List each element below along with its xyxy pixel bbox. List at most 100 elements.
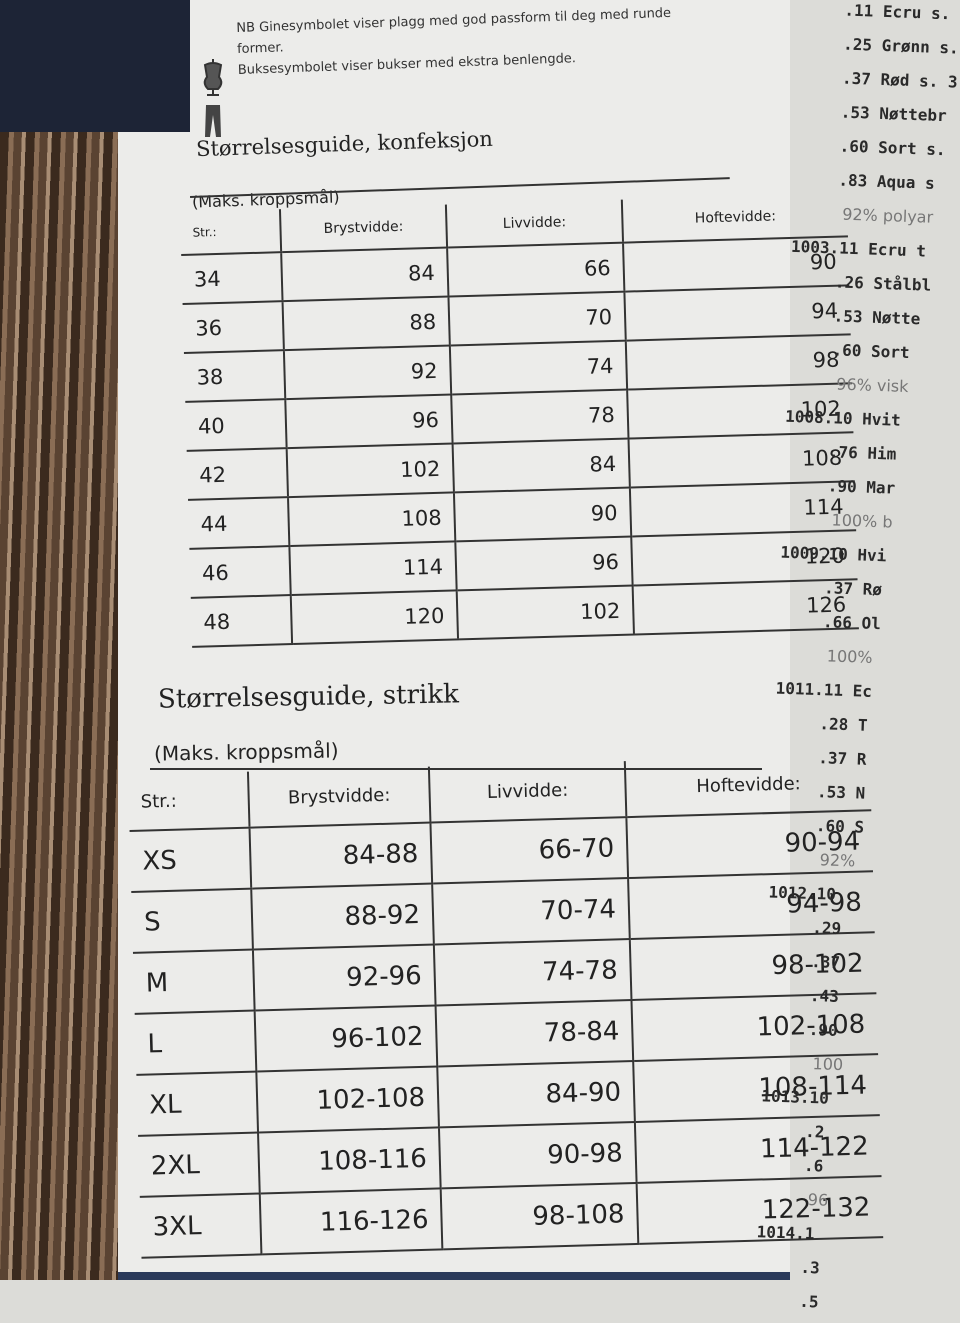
price-line: .29 <box>812 918 842 939</box>
price-line: 1011.11 Ec <box>775 678 873 701</box>
cell: 90 <box>453 487 632 542</box>
cell: XS <box>129 827 252 892</box>
price-line: .25 Grønn s. <box>842 34 959 58</box>
cell: 98-108 <box>440 1182 639 1250</box>
cell: 114 <box>289 541 457 596</box>
cell: 102 <box>456 585 634 640</box>
icons <box>203 59 223 137</box>
cell: 116-126 <box>259 1188 443 1255</box>
rule <box>150 768 762 770</box>
cell: 42 <box>186 448 289 500</box>
cell: 36 <box>182 301 284 353</box>
header-cell: Livvidde: <box>445 199 624 248</box>
cell: 70-74 <box>432 878 630 945</box>
cell: 78-84 <box>435 1000 634 1067</box>
price-line: .53 Nøtte <box>833 306 921 329</box>
price-line: .37 R <box>817 748 867 769</box>
price-line: 96% visk <box>836 374 909 397</box>
cell: 2XL <box>138 1132 260 1197</box>
cell: 96-102 <box>254 1005 438 1072</box>
price-line: 92% polyar <box>841 204 934 227</box>
cell: 78 <box>451 389 629 444</box>
price-line: .83 Aqua s <box>838 170 936 193</box>
cell: 3XL <box>139 1193 262 1258</box>
price-line: .26 Stålbl <box>834 272 932 295</box>
price-line: 100% b <box>831 510 893 532</box>
cell: 84-90 <box>437 1061 635 1128</box>
price-line: .2 <box>804 1121 825 1142</box>
price-line: .66 Ol <box>822 612 882 634</box>
price-line: 1012.10 <box>768 882 837 904</box>
page <box>118 0 790 1280</box>
cell: 38 <box>183 350 286 402</box>
price-line: .37 Rø <box>823 578 883 600</box>
price-line: .37 <box>810 951 841 972</box>
price-line: 100 <box>812 1054 844 1075</box>
price-line: 96 <box>807 1190 829 1210</box>
cell: S <box>131 888 253 953</box>
price-line: .37 Rød s. 3 <box>841 68 958 92</box>
table-title: Størrelsesguide, strikk <box>157 679 460 715</box>
cell: 40 <box>185 399 287 451</box>
table-subtitle: (Maks. kroppsmål) <box>153 738 339 766</box>
price-line: .5 <box>798 1291 819 1312</box>
price-line: .60 S <box>815 816 865 837</box>
cell: 90-98 <box>438 1121 637 1189</box>
header-cell: Brystvidde: <box>247 766 431 828</box>
cell: 96 <box>455 536 633 591</box>
cell: 102 <box>286 443 454 498</box>
price-line: .6 <box>803 1155 824 1176</box>
cell: 88 <box>282 296 450 351</box>
cell: 84 <box>281 247 449 302</box>
price-line: 1009.10 Hvi <box>780 542 887 566</box>
header-cell: Str.: <box>128 771 250 831</box>
price-line: 1003.11 Ecru t <box>790 236 927 261</box>
price-line: .43 <box>809 985 840 1006</box>
price-line: .60 Sort <box>832 340 910 363</box>
cell: 48 <box>190 595 293 647</box>
cell: M <box>132 949 255 1014</box>
cell: 84 <box>452 438 630 493</box>
price-line: 1014.1 <box>756 1222 815 1244</box>
price-line: 100% <box>826 646 873 667</box>
price-line: 1008.10 Hvit <box>784 406 902 430</box>
cell: 108-116 <box>258 1127 441 1194</box>
photo <box>0 130 118 1280</box>
price-line: .28 T <box>819 714 868 735</box>
header-cell: Livvidde: <box>428 761 627 823</box>
navy-block <box>0 0 190 132</box>
header-cell: Str.: <box>180 209 282 255</box>
price-line: .90 Mar <box>827 476 896 498</box>
price-line: .53 N <box>816 782 866 803</box>
cell: 102-108 <box>256 1066 439 1133</box>
price-line: .76 Him <box>828 442 897 464</box>
size-table: Str.: Brystvidde: Livvidde: Hoftevidde: 34 84… <box>180 193 859 647</box>
cell: 88-92 <box>251 883 434 950</box>
cell: XL <box>136 1071 259 1136</box>
price-line: 1013.10 <box>761 1086 830 1108</box>
cell: 66 <box>447 242 625 297</box>
cell: 96 <box>285 394 453 449</box>
cell: 34 <box>181 252 283 304</box>
bottom-band <box>118 1272 790 1280</box>
price-line: .90 <box>808 1019 839 1040</box>
header-cell: Brystvidde: <box>279 204 448 253</box>
cell: 74 <box>449 340 628 395</box>
trousers-icon <box>205 105 221 137</box>
cell: 84-88 <box>249 822 433 889</box>
cell: 120 <box>290 590 459 645</box>
dress-form-icon <box>203 59 223 96</box>
cell: 44 <box>188 497 290 549</box>
cell: 66-70 <box>430 817 629 884</box>
price-line: .60 Sort s. <box>839 136 946 160</box>
price-line: .53 Nøttebr <box>840 102 948 126</box>
price-line: 92% <box>819 850 856 871</box>
cell: 46 <box>189 546 291 598</box>
cell: 74-78 <box>433 939 632 1006</box>
cell: 70 <box>448 291 626 346</box>
price-line: .3 <box>800 1257 821 1278</box>
cell: 92-96 <box>252 944 436 1011</box>
cell: 92 <box>283 345 452 400</box>
cell: L <box>134 1010 257 1075</box>
